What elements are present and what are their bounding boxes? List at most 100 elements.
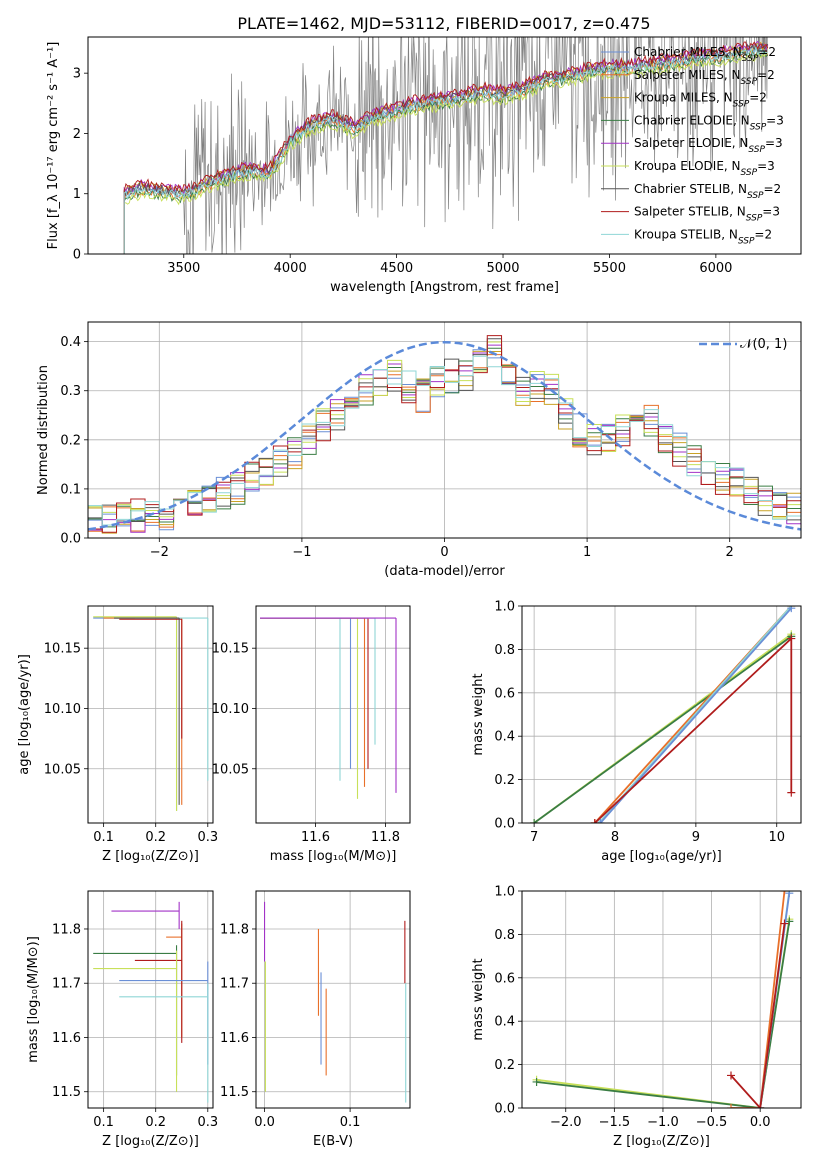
- axes-frame: [87, 605, 214, 824]
- x-tick-label: 11.6: [301, 830, 330, 845]
- x-axis-label: (data-model)/error: [384, 564, 505, 579]
- x-tick-label: 0: [440, 545, 448, 560]
- x-tick-label: 9: [692, 830, 700, 845]
- y-axis-label: age [log₁₀(age/yr)]: [17, 654, 32, 775]
- y-axis-label: Normed distribution: [36, 365, 51, 495]
- model-spectrum-line: [123, 41, 769, 254]
- x-tick-label: 2: [726, 545, 734, 560]
- y-tick-label: 11.7: [220, 977, 249, 992]
- weight-line: [536, 921, 791, 1108]
- axes-mass-vs-ebv: 0.0 0.1 11.5 11.6 11.7 11.8 E(B-V): [220, 891, 410, 1149]
- weight-lines: [530, 606, 796, 823]
- x-tick-label: 1: [583, 545, 591, 560]
- y-axis-label: Flux [f_λ 10⁻¹⁷ erg cm⁻² s⁻¹ A⁻¹]: [46, 42, 61, 250]
- y-tick-label: 1.0: [494, 885, 515, 900]
- y-tick-label: 0.1: [60, 482, 81, 497]
- residual-histogram: [88, 355, 801, 526]
- x-tick-label: −0.5: [696, 1115, 728, 1130]
- weight-line: [533, 635, 792, 823]
- histograms: [88, 335, 801, 534]
- x-axis-label: E(B-V): [313, 1134, 353, 1149]
- x-axis-label: mass [log₁₀(M/M⊙)]: [270, 849, 397, 864]
- y-tick-label: 10.05: [212, 762, 249, 777]
- y-tick-label: 11.5: [52, 1085, 81, 1100]
- x-axis-label: Z [log₁₀(Z/Z⊙)]: [102, 849, 199, 864]
- y-tick-label: 0.6: [494, 971, 515, 986]
- weight-marker: [787, 634, 796, 643]
- x-tick-label: 10: [768, 830, 785, 845]
- x-tick-label: 0.3: [197, 830, 218, 845]
- points: [93, 616, 209, 811]
- x-tick-label: −1: [292, 545, 311, 560]
- weight-marker: [596, 819, 605, 823]
- weight-marker: [590, 819, 599, 823]
- legend-label: 𝒩(0, 1): [740, 337, 787, 352]
- y-tick-label: 0.3: [60, 384, 81, 399]
- x-tick-label: 5500: [593, 261, 626, 276]
- x-tick-label: −2: [150, 545, 169, 560]
- y-tick-label: 10.15: [44, 642, 81, 657]
- legend-label: Salpeter ELODIE, NSSP=3: [634, 136, 783, 155]
- axes-weight-vs-age: 7 8 9 10 0.0 0.2 0.4 0.6 0.8 1.0 age [log₁₀(age/yr…: [471, 600, 801, 864]
- x-tick-label: 0.0: [254, 1115, 275, 1130]
- axes-frame: [255, 890, 411, 1109]
- x-tick-label: 4500: [380, 261, 413, 276]
- y-tick-label: 11.6: [220, 1031, 249, 1046]
- weight-marker: [727, 1104, 736, 1108]
- y-tick-label: 0.8: [494, 643, 515, 658]
- x-axis-label: age [log₁₀(age/yr)]: [601, 849, 722, 864]
- spectrum-lines: [123, 37, 769, 254]
- x-tick-label: −1.0: [647, 1115, 679, 1130]
- y-tick-label: 2: [73, 127, 81, 142]
- legend-label: Salpeter STELIB, NSSP=3: [634, 205, 780, 224]
- y-tick-label: 0.4: [494, 1015, 515, 1030]
- axes-frame: [87, 36, 802, 255]
- y-tick-label: 11.8: [52, 922, 81, 937]
- weight-marker: [785, 917, 794, 926]
- figure-title: PLATE=1462, MJD=53112, FIBERID=0017, z=0…: [237, 14, 650, 33]
- x-tick-label: 0.2: [145, 1115, 166, 1130]
- x-tick-label: 0.3: [197, 1115, 218, 1130]
- weight-marker: [727, 1071, 736, 1080]
- x-tick-label: −1.5: [599, 1115, 631, 1130]
- y-tick-label: 11.6: [52, 1031, 81, 1046]
- weight-line: [598, 606, 792, 823]
- axes-frame: [521, 890, 802, 1109]
- y-tick-label: 0: [73, 248, 81, 263]
- points: [93, 901, 209, 1103]
- x-tick-label: −2.0: [550, 1115, 582, 1130]
- legend-label: Chabrier STELIB, NSSP=2: [634, 182, 781, 201]
- y-tick-label: 10.10: [212, 702, 249, 717]
- axes-frame: [255, 605, 411, 824]
- y-tick-label: 3: [73, 67, 81, 82]
- axes-weight-vs-z: −2.0 −1.5 −1.0 −0.5 0.0 0.0 0.2 0.4 0.6 0.8 1.0 Z […: [471, 885, 801, 1149]
- points: [260, 617, 397, 799]
- model-spectrum-line: [123, 46, 768, 254]
- y-tick-label: 0.0: [494, 1102, 515, 1117]
- weight-marker: [787, 788, 796, 797]
- x-tick-label: 11.8: [371, 830, 400, 845]
- x-axis-label: Z [log₁₀(Z/Z⊙)]: [613, 1134, 710, 1149]
- x-tick-label: 0.0: [750, 1115, 771, 1130]
- axes-frame: [87, 321, 802, 539]
- weight-lines: [532, 891, 794, 1108]
- y-axis-label: mass weight: [471, 673, 486, 755]
- normal-curve: [88, 340, 801, 531]
- x-axis-label: Z [log₁₀(Z/Z⊙)]: [102, 1134, 199, 1149]
- weight-line: [594, 636, 793, 823]
- x-tick-label: 0.1: [93, 830, 114, 845]
- points: [264, 901, 407, 1103]
- y-tick-label: 1: [73, 187, 81, 202]
- x-axis-label: wavelength [Angstrom, rest frame]: [330, 280, 559, 295]
- residual-histogram: [88, 341, 801, 519]
- axes-mass-vs-z: 0.1 0.2 0.3 11.5 11.6 11.7 11.8 Z [log₁₀(Z/Z⊙)]…: [26, 891, 218, 1149]
- y-axis-label: mass [log₁₀(M/M⊙)]: [26, 936, 41, 1063]
- y-tick-label: 11.8: [220, 922, 249, 937]
- y-tick-label: 10.05: [44, 762, 81, 777]
- y-tick-label: 0.0: [494, 817, 515, 832]
- x-tick-label: 0.2: [145, 830, 166, 845]
- x-tick-label: 0.1: [340, 1115, 361, 1130]
- y-tick-label: 11.7: [52, 977, 81, 992]
